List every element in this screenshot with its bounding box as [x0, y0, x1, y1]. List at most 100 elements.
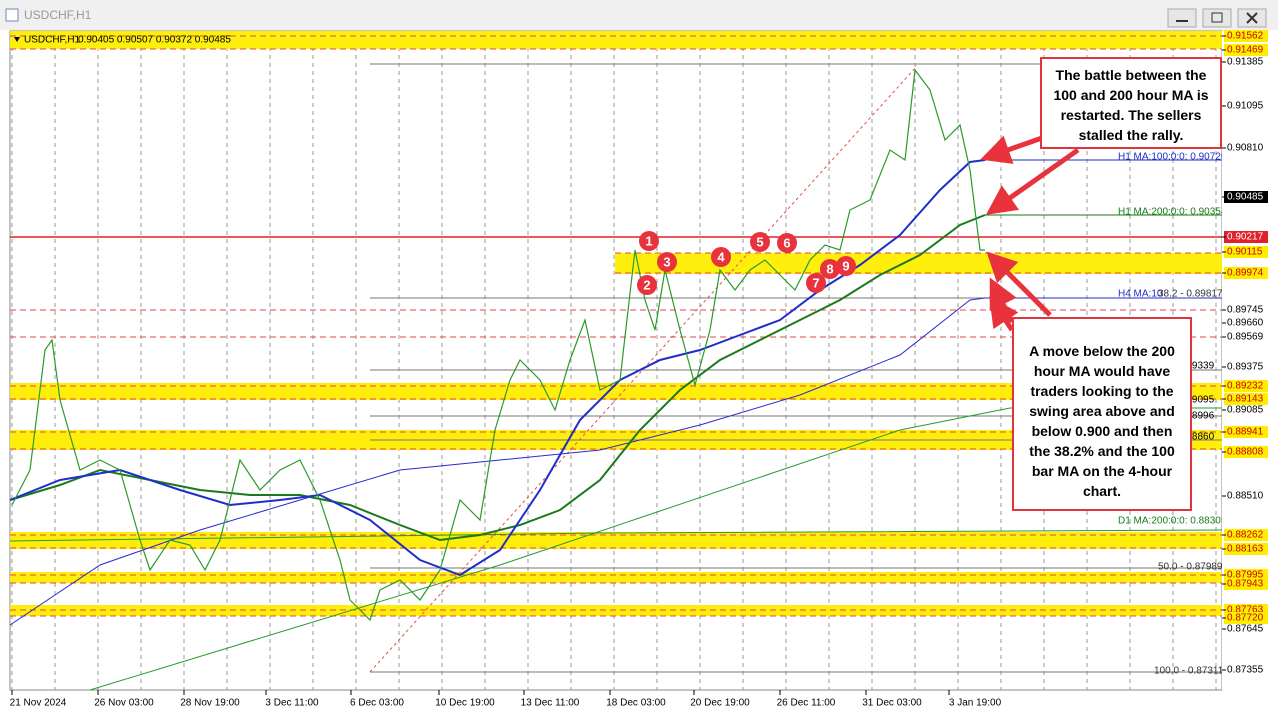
ma-label: H1 MA:200:0:0: 0.90354: [1118, 207, 1227, 218]
marker-label: 8: [826, 261, 833, 276]
price-tag: [1224, 380, 1268, 392]
d1-ma200: [9, 529, 1223, 542]
time-label: 20 Dec 19:00: [690, 698, 750, 709]
price-label: 0.90810: [1227, 143, 1264, 154]
price-axis: [1222, 31, 1278, 690]
minimize-button[interactable]: [1167, 8, 1197, 28]
marker-label: 4: [717, 249, 725, 264]
marker-label: 5: [756, 234, 763, 249]
marker-circle: [820, 259, 840, 279]
price-tag: [1224, 612, 1268, 624]
annotation: A move below the 200 hour MA would have …: [1012, 317, 1192, 511]
levels: [10, 35, 1222, 617]
ma-label: H1 MA:100:0:0: 0.90720: [1118, 152, 1227, 163]
price-label: 0.91095: [1227, 101, 1264, 112]
level-label: 0.89339: [1178, 361, 1215, 372]
price-label: 0.89569: [1227, 332, 1264, 343]
price-label: 0.88808: [1227, 447, 1264, 458]
price-tag: [1224, 529, 1268, 541]
price-tag: [1224, 30, 1268, 42]
price-label: 0.87355: [1227, 665, 1264, 676]
price-label: 0.89660: [1227, 318, 1264, 329]
marker-circle: [711, 247, 731, 267]
price-label: 0.89232: [1227, 381, 1264, 392]
marker-circle: [836, 256, 856, 276]
price-tag: [1224, 246, 1268, 258]
price-label: 0.90485: [1227, 192, 1264, 203]
fib-label: 50.0 - 0.87989: [1158, 562, 1223, 573]
price-label: 0.88510: [1227, 491, 1264, 502]
price-label: 0.89085: [1227, 405, 1264, 416]
time-label: 31 Dec 03:00: [862, 698, 922, 709]
marker-circle: [637, 275, 657, 295]
marker-label: 6: [783, 235, 790, 250]
ma-label: H4 MA:10: [1118, 289, 1163, 300]
level-label: 0.89095: [1178, 395, 1215, 406]
h1-ma100: [9, 159, 986, 577]
price-label: 0.87943: [1227, 579, 1264, 590]
marker-circle: [639, 231, 659, 251]
price-label: 0.90115: [1227, 247, 1263, 258]
price-label: 0.88941: [1227, 427, 1264, 438]
arrows: [980, 135, 1080, 332]
price-label: 0.90217: [1227, 232, 1264, 243]
symbol: USDCHF,H1: [24, 35, 81, 46]
fib-label: 100.0 - 0.87311: [1154, 666, 1224, 677]
time-label: 21 Nov 2024: [10, 698, 67, 709]
price-label: 0.91562: [1227, 31, 1264, 42]
window-icon: [5, 8, 19, 22]
time-label: 6 Dec 03:00: [350, 698, 404, 709]
marker-label: 2: [643, 277, 650, 292]
price-label: 0.89143: [1227, 394, 1264, 405]
time-label: 18 Dec 03:00: [606, 698, 666, 709]
annotation: The battle between the 100 and 200 hour …: [1040, 57, 1222, 149]
time-label: 10 Dec 19:00: [435, 698, 495, 709]
marker-circle: [657, 252, 677, 272]
marker-circle: [806, 273, 826, 293]
price-label: 0.87645: [1227, 624, 1264, 635]
window-title: USDCHF,H1: [24, 8, 92, 22]
price-tag: [1224, 267, 1268, 279]
time-label: 26 Nov 03:00: [94, 698, 154, 709]
price-label: 0.89745: [1227, 305, 1264, 316]
price-label: 0.87720: [1227, 613, 1264, 624]
time-label: 26 Dec 11:00: [777, 698, 836, 709]
marker-circle: [750, 232, 770, 252]
price-tag: [1224, 44, 1268, 56]
marker-label: 7: [812, 275, 819, 290]
price-label: 0.88262: [1227, 530, 1264, 541]
marker-label: 9: [842, 258, 849, 273]
price-label: 0.88163: [1227, 544, 1264, 555]
time-label: 3 Dec 11:00: [265, 698, 319, 709]
price-label: 0.87763: [1227, 605, 1264, 616]
level-label: 0.88996: [1178, 411, 1215, 422]
marker-label: 3: [663, 254, 670, 269]
price: [11, 68, 985, 622]
time-label: 13 Dec 11:00: [521, 698, 580, 709]
h4-ma100: [9, 297, 1222, 626]
title-bar: [0, 0, 1278, 30]
ohlc: 0.90405 0.90507 0.90372 0.90485: [78, 35, 231, 46]
price-label: 0.89375: [1227, 362, 1264, 373]
price-tag: [1224, 446, 1268, 458]
price-tag: [1224, 231, 1268, 243]
time-label: 28 Nov 19:00: [180, 698, 240, 709]
price-tag: [1224, 426, 1268, 438]
price-tag: [1224, 578, 1268, 590]
marker-label: 1: [645, 233, 652, 248]
marker-circle: [777, 233, 797, 253]
ma-label: D1 MA:200:0:0: 0.88305: [1118, 516, 1227, 527]
price-label: 0.87995: [1227, 570, 1264, 581]
maximize-button[interactable]: [1202, 8, 1232, 28]
price-tag: [1224, 393, 1268, 405]
time-label: 3 Jan 19:00: [949, 698, 1002, 709]
price-label: 0.89974: [1227, 268, 1264, 279]
price-label: 0.91385: [1227, 57, 1264, 68]
fib-label: 38.2 - 0.89817: [1158, 289, 1223, 300]
price-label: 0.91469: [1227, 45, 1264, 56]
price-tag: [1224, 543, 1268, 555]
level-label: 0.88860: [1178, 432, 1215, 443]
price-tag: [1224, 191, 1268, 203]
h1-ma200: [9, 214, 986, 542]
